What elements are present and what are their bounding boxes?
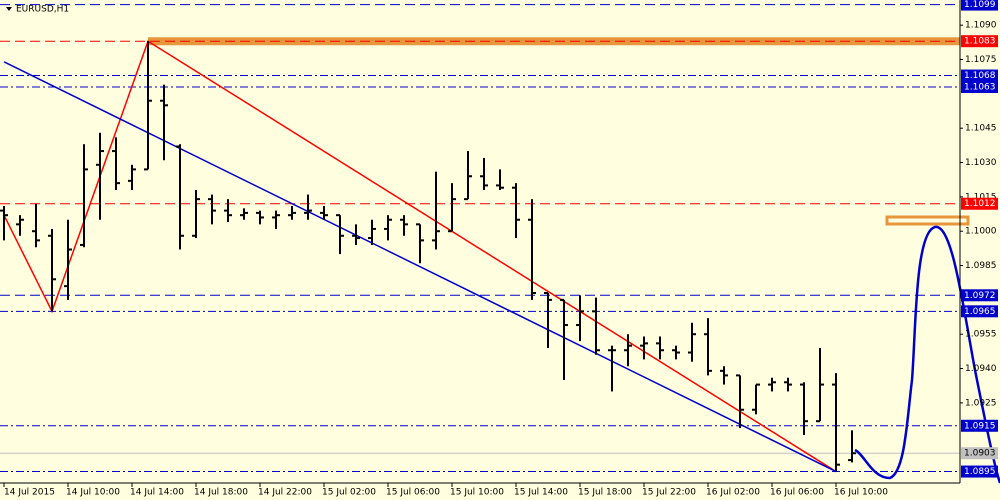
- x-tick-label: 16 Jul 10:00: [834, 488, 888, 498]
- level-label: 1.0903: [964, 449, 996, 459]
- level-label: 1.1012: [964, 199, 996, 209]
- level-label-box: [961, 69, 998, 82]
- level-label-box: [961, 447, 998, 460]
- freehand-curve: [854, 225, 1000, 484]
- x-tick-label: 15 Jul 14:00: [514, 488, 568, 498]
- x-tick-label: 14 Jul 14:00: [130, 488, 184, 498]
- y-tick-label: 1.1030: [965, 158, 997, 168]
- x-tick-label: 15 Jul 10:00: [450, 488, 504, 498]
- level-label: 1.1063: [964, 82, 996, 92]
- y-tick-label: 1.0925: [965, 398, 997, 408]
- level-label: 1.1099: [964, 0, 996, 10]
- level-label-box: [961, 80, 998, 93]
- y-tick-label: 1.1075: [965, 55, 997, 65]
- y-tick-label: 1.1045: [965, 124, 997, 134]
- x-tick-label: 16 Jul 06:00: [770, 488, 824, 498]
- plot: [0, 4, 960, 473]
- level-label: 1.1068: [964, 71, 996, 81]
- y-tick-label: 1.1000: [965, 227, 997, 237]
- chart-title: EURUSD,H1: [16, 5, 69, 15]
- level-label: 1.1083: [964, 37, 996, 47]
- y-tick-label: 1.0955: [965, 330, 997, 340]
- trendline: [3, 61, 837, 473]
- level-label-box: [961, 0, 998, 11]
- level-label-box: [961, 419, 998, 432]
- x-tick-label: 16 Jul 02:00: [706, 488, 760, 498]
- level-label-box: [961, 197, 998, 210]
- level-label: 1.0895: [964, 467, 996, 477]
- level-label: 1.0965: [964, 307, 996, 317]
- y-tick-label: 1.0940: [965, 364, 997, 374]
- x-tick-label: 15 Jul 22:00: [642, 488, 696, 498]
- zone: [885, 215, 970, 226]
- level-label-box: [961, 35, 998, 48]
- y-tick-label: 1.1090: [965, 21, 997, 31]
- x-tick-label: 15 Jul 06:00: [386, 488, 440, 498]
- level-label-box: [961, 289, 998, 302]
- level-label-box: [961, 305, 998, 318]
- x-tick-label: 15 Jul 02:00: [322, 488, 376, 498]
- x-tick-label: 14 Jul 10:00: [66, 488, 120, 498]
- y-tick-label: 1.0985: [965, 261, 997, 271]
- x-tick-label: 14 Jul 18:00: [194, 488, 248, 498]
- x-tick-label: 14 Jul 2015: [4, 488, 55, 498]
- menu-arrow[interactable]: [6, 7, 12, 11]
- x-tick-label: 14 Jul 22:00: [258, 488, 312, 498]
- level-label: 1.0972: [964, 291, 996, 301]
- x-tick-label: 15 Jul 18:00: [578, 488, 632, 498]
- level-label: 1.0915: [964, 421, 996, 431]
- level-label-box: [961, 465, 998, 478]
- y-tick-label: 1.1015: [965, 192, 997, 202]
